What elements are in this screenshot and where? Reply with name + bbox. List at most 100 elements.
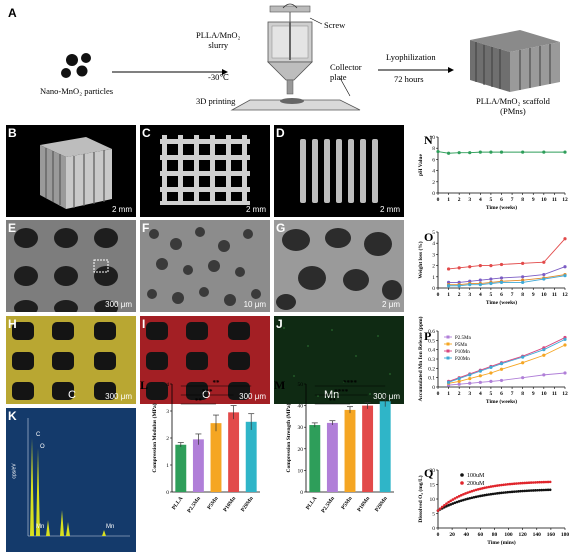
point-o-3-5 xyxy=(499,280,504,284)
point-q-1-42 xyxy=(525,481,529,485)
point-q-1-48 xyxy=(538,480,541,484)
duration-label: 72 hours xyxy=(394,74,424,84)
point-q-0-51 xyxy=(544,488,548,492)
point-q-1-22 xyxy=(483,486,486,490)
panel-label-h: H xyxy=(8,317,17,331)
point-q-1-10 xyxy=(457,494,461,498)
bar-m-1 xyxy=(326,422,338,492)
point-p-3-2 xyxy=(468,373,472,377)
legend-label-p-2: P10Mn xyxy=(455,350,470,355)
scale-label-h: 300 μm xyxy=(105,392,132,401)
point-q-1-7 xyxy=(451,498,455,501)
x-tick-label-p-11: 11 xyxy=(552,391,557,397)
point-q-0-11 xyxy=(459,499,463,502)
point-q-0-9 xyxy=(455,500,459,504)
eds-spectrum: K cps/eV C O Mn Mn xyxy=(6,408,136,552)
point-o-2-7 xyxy=(542,260,546,264)
point-q-1-40 xyxy=(521,481,524,485)
x-tick-label-p-6: 6 xyxy=(500,391,503,397)
x-tick-label-o-1: 1 xyxy=(447,292,450,298)
point-q-1-25 xyxy=(489,485,493,488)
x-tick-label-l-2: P5Mn xyxy=(206,496,219,511)
y-tick-label-n-4: 8 xyxy=(432,146,435,152)
point-p-0-7 xyxy=(542,373,546,377)
point-n-0-8 xyxy=(542,150,546,154)
point-q-0-30 xyxy=(500,491,503,495)
point-p-1-5 xyxy=(499,367,504,371)
oxygen-map-image xyxy=(146,322,250,400)
point-o-0-7 xyxy=(542,272,546,277)
point-q-1-43 xyxy=(527,481,531,485)
eds-peak-c: C xyxy=(36,432,41,438)
point-q-1-3 xyxy=(443,503,446,507)
manganese-map-image xyxy=(283,327,391,397)
screw-label: Screw xyxy=(324,20,346,30)
point-q-1-49 xyxy=(540,480,544,484)
arrow-icon-2 xyxy=(378,67,454,73)
point-o-0-1 xyxy=(457,280,461,284)
x-tick-label-m-4: P20Mn xyxy=(374,496,389,513)
point-q-1-0 xyxy=(436,509,440,512)
y-tick-label-l-3: 3 xyxy=(166,409,169,415)
legend-marker-p-1 xyxy=(446,342,450,346)
point-q-1-28 xyxy=(495,484,499,487)
y-tick-label-o-4: 4 xyxy=(432,241,435,247)
point-p-3-7 xyxy=(542,348,546,352)
point-q-1-19 xyxy=(476,488,480,491)
x-tick-label-l-1: P2.5Mn xyxy=(187,496,203,515)
point-q-0-16 xyxy=(470,496,474,500)
point-q-0-41 xyxy=(523,489,527,493)
sem-surface-image xyxy=(147,227,261,306)
element-label-h: C xyxy=(68,389,76,401)
arrow-icon-1 xyxy=(112,69,228,75)
point-q-1-8 xyxy=(453,497,457,500)
scaffold-cube-image xyxy=(40,137,112,209)
point-q-1-38 xyxy=(517,482,520,485)
point-p-3-3 xyxy=(478,369,482,373)
scaffold-icon xyxy=(470,30,560,92)
point-p-0-8 xyxy=(563,371,567,375)
sem-zoom-image xyxy=(276,228,402,310)
point-q-1-44 xyxy=(529,481,533,484)
x-tick-label-m-0: PLLA xyxy=(305,496,318,511)
scale-label-c: 2 mm xyxy=(246,205,266,214)
xlabel-n: Time (weeks) xyxy=(486,204,517,211)
point-o-3-4 xyxy=(489,281,493,286)
micrograph-h: H C 300 μm xyxy=(6,316,136,404)
x-tick-label-n-7: 7 xyxy=(511,197,514,203)
point-o-0-3 xyxy=(478,278,482,282)
point-o-3-2 xyxy=(468,283,472,287)
x-tick-label-o-10: 10 xyxy=(541,292,547,298)
point-o-0-4 xyxy=(489,277,493,281)
point-q-1-26 xyxy=(491,484,495,488)
point-q-1-15 xyxy=(468,490,472,494)
y-tick-label-l-0: 0 xyxy=(166,490,169,496)
point-n-0-3 xyxy=(468,151,472,155)
panel-label-k: K xyxy=(8,409,17,423)
point-n-0-0 xyxy=(436,149,440,154)
point-q-0-7 xyxy=(451,502,455,505)
point-q-1-32 xyxy=(504,483,508,486)
scale-label-e: 300 μm xyxy=(105,300,132,309)
x-tick-label-q-5: 100 xyxy=(504,532,513,538)
point-q-0-29 xyxy=(498,491,501,495)
x-tick-label-o-0: 0 xyxy=(437,292,440,298)
panel-label-o: O xyxy=(424,230,433,244)
point-q-0-23 xyxy=(485,493,488,497)
x-tick-label-o-11: 11 xyxy=(552,292,557,298)
x-tick-label-l-0: PLLA xyxy=(171,496,184,511)
schematic-panel: A xyxy=(0,0,577,120)
point-p-1-3 xyxy=(478,374,482,378)
point-q-0-14 xyxy=(466,497,469,501)
ylabel-m: Compression Strength (MPa) xyxy=(285,403,292,472)
panel-label-e: E xyxy=(8,221,17,235)
series-line-n-0 xyxy=(437,151,565,154)
point-q-1-12 xyxy=(462,493,465,496)
scale-label-b: 2 mm xyxy=(112,205,132,214)
sig-label-m-0: ** xyxy=(329,397,337,405)
ylabel-p: Accumulated Mn Ion Release (ppm) xyxy=(417,316,424,401)
panel-label-i: I xyxy=(142,317,146,331)
x-tick-label-n-4: 4 xyxy=(479,197,482,203)
xlabel-q: Time (mins) xyxy=(487,539,516,546)
bar-m-4 xyxy=(379,401,391,492)
